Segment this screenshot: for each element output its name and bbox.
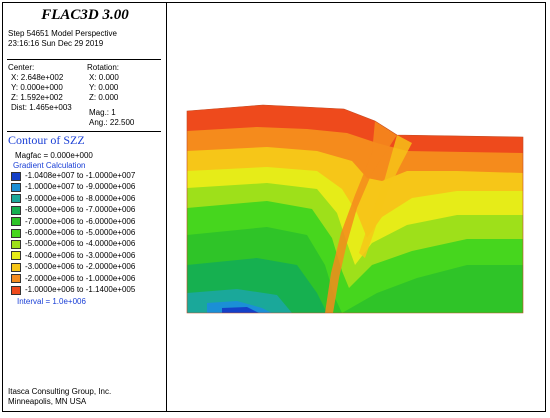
legend-label: -5.0000e+006 to -4.0000e+006 xyxy=(25,239,136,249)
gradient-text: Gradient Calculation xyxy=(13,161,86,170)
legend-label: -2.0000e+006 to -1.0000e+006 xyxy=(25,273,136,283)
info-panel: FLAC3D 3.00 Step 54651 Model Perspective… xyxy=(3,3,167,411)
center-z: Z: 1.592e+002 xyxy=(11,93,63,102)
interval-text: Interval = 1.0e+006 xyxy=(17,297,86,306)
legend-label: -8.0000e+006 to -7.0000e+006 xyxy=(25,205,136,215)
legend-item: -7.0000e+006 to -6.0000e+006 xyxy=(11,217,135,227)
contour-plot xyxy=(186,104,524,314)
legend-item: -8.0000e+006 to -7.0000e+006 xyxy=(11,205,135,215)
divider xyxy=(7,59,161,60)
legend-item: -1.0000e+006 to -1.1400e+005 xyxy=(11,285,135,295)
rotation-y: Y: 0.000 xyxy=(89,83,119,92)
legend-label: -1.0000e+007 to -9.0000e+006 xyxy=(25,182,136,192)
model-view[interactable] xyxy=(167,3,545,411)
legend-swatch xyxy=(11,194,21,204)
legend-swatch xyxy=(11,262,21,272)
legend-item: -5.0000e+006 to -4.0000e+006 xyxy=(11,239,135,249)
legend-label: -1.0408e+007 to -1.0000e+007 xyxy=(25,171,136,180)
legend-label: -6.0000e+006 to -5.0000e+006 xyxy=(25,228,136,237)
legend-swatch xyxy=(11,251,21,261)
legend-swatch xyxy=(11,285,21,295)
legend-label: -9.0000e+006 to -8.0000e+006 xyxy=(25,193,136,203)
legend-item: -6.0000e+006 to -5.0000e+006 xyxy=(11,228,135,238)
legend-swatch xyxy=(11,205,21,215)
ang-text: Ang.: 22.500 xyxy=(89,118,135,127)
rotation-x: X: 0.000 xyxy=(89,73,119,82)
footer-location: Minneapolis, MN USA xyxy=(8,397,87,406)
legend-label: -1.0000e+006 to -1.1400e+005 xyxy=(25,285,136,294)
center-y: Y: 0.000e+000 xyxy=(11,83,63,92)
divider xyxy=(7,131,161,132)
legend-label: -4.0000e+006 to -3.0000e+006 xyxy=(25,250,136,260)
legend-item: -4.0000e+006 to -3.0000e+006 xyxy=(11,251,135,261)
app-title: FLAC3D 3.00 xyxy=(41,7,129,23)
legend-item: -1.0000e+007 to -9.0000e+006 xyxy=(11,182,135,192)
legend-swatch xyxy=(11,182,21,192)
legend-swatch xyxy=(11,171,21,181)
step-text: Step 54651 Model Perspective xyxy=(8,29,117,38)
legend-swatch xyxy=(11,239,21,249)
legend-swatch xyxy=(11,217,21,227)
magfac-text: Magfac = 0.000e+000 xyxy=(15,151,93,160)
center-x: X: 2.648e+002 xyxy=(11,73,64,82)
dist-text: Dist: 1.465e+003 xyxy=(11,103,72,112)
contour-title: Contour of SZZ xyxy=(8,133,85,147)
rotation-z: Z: 0.000 xyxy=(89,93,119,102)
plot-frame: FLAC3D 3.00 Step 54651 Model Perspective… xyxy=(2,2,546,412)
rotation-label: Rotation: xyxy=(87,63,120,72)
legend-item: -3.0000e+006 to -2.0000e+006 xyxy=(11,262,135,272)
legend-label: -3.0000e+006 to -2.0000e+006 xyxy=(25,262,136,272)
legend-swatch xyxy=(11,274,21,284)
center-label: Center: xyxy=(8,63,35,72)
mag-text: Mag.: 1 xyxy=(89,108,116,117)
legend-label: -7.0000e+006 to -6.0000e+006 xyxy=(25,216,136,226)
legend-item: -1.0408e+007 to -1.0000e+007 xyxy=(11,171,135,181)
legend-item: -9.0000e+006 to -8.0000e+006 xyxy=(11,194,135,204)
legend-item: -2.0000e+006 to -1.0000e+006 xyxy=(11,274,135,284)
legend-swatch xyxy=(11,228,21,238)
date-text: 23:16:16 Sun Dec 29 2019 xyxy=(8,39,104,48)
footer-company: Itasca Consulting Group, Inc. xyxy=(8,387,112,396)
